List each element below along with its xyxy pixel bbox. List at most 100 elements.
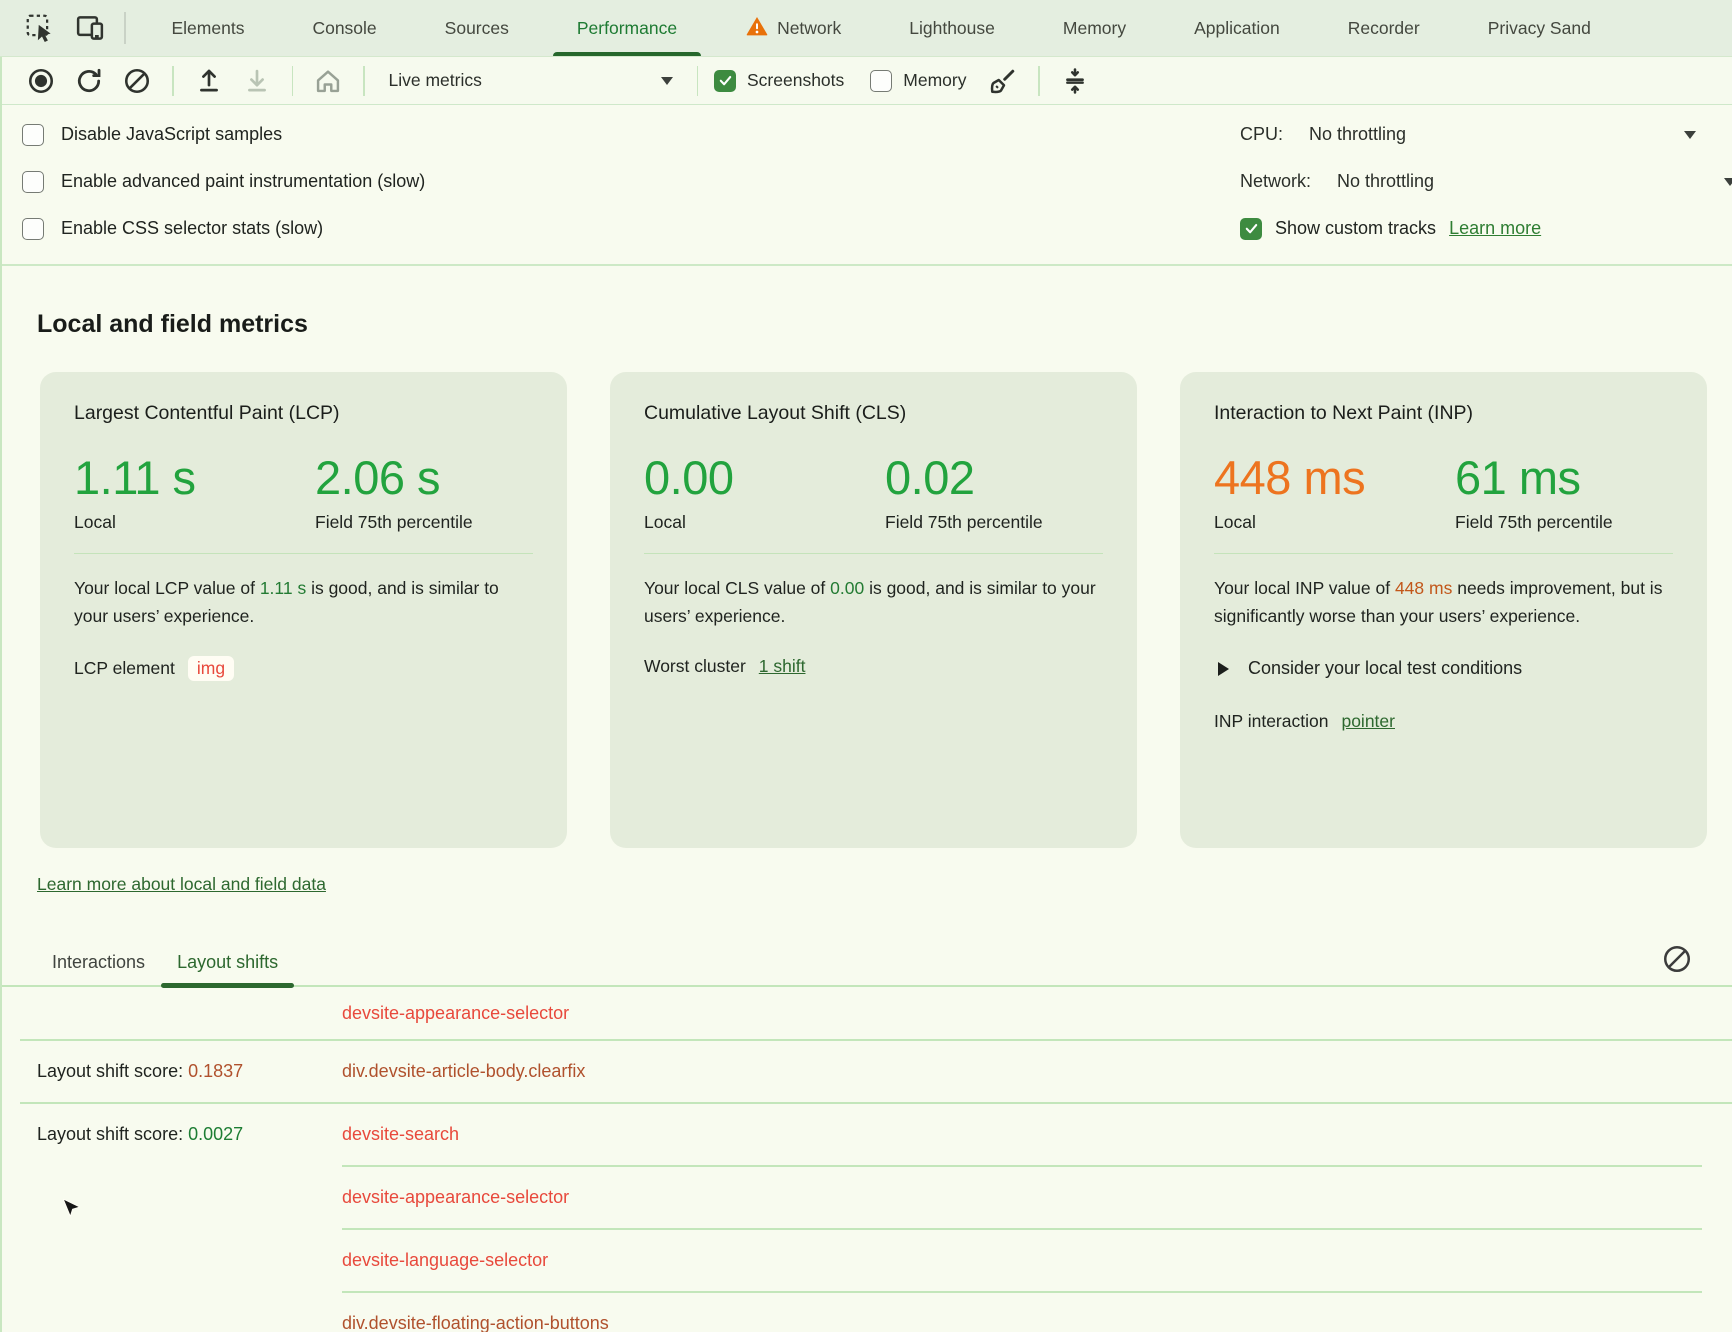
tab-elements[interactable]: Elements <box>138 0 279 56</box>
shift-element-link[interactable]: devsite-appearance-selector <box>342 1002 570 1023</box>
shift-element-link[interactable]: devsite-language-selector <box>342 1250 549 1270</box>
chevron-down-icon <box>1724 177 1732 186</box>
disable-js-samples-checkbox[interactable] <box>22 123 44 146</box>
screenshots-toggle[interactable]: Screenshots <box>714 69 844 92</box>
device-toolbar-icon[interactable] <box>72 10 108 46</box>
inp-field-value: 61 ms <box>1455 451 1581 504</box>
layout-shift-row: Layout shift score: 0.1837 div.devsite-a… <box>37 1061 586 1081</box>
local-test-conditions-expander[interactable]: Consider your local test conditions <box>1214 658 1673 679</box>
lcp-element-node-link[interactable]: img <box>187 656 235 682</box>
worst-cluster-label: Worst cluster <box>644 656 746 677</box>
shift-score: 0.1837 <box>188 1061 244 1081</box>
tab-performance[interactable]: Performance <box>543 0 711 56</box>
capture-settings-left: Disable JavaScript samples Enable advanc… <box>2 111 425 252</box>
learn-more-link[interactable]: Learn more <box>1449 218 1542 238</box>
row-divider <box>20 1102 1732 1104</box>
css-selector-stats-checkbox[interactable] <box>22 217 44 240</box>
performance-toolbar: Live metrics Screenshots Memory <box>2 57 1732 105</box>
metrics-heading: Local and field metrics <box>37 310 308 338</box>
reload-record-icon[interactable] <box>70 62 108 100</box>
lcp-card: Largest Contentful Paint (LCP) 1.11 s Lo… <box>40 372 567 848</box>
inp-description: Your local INP value of 448 ms needs imp… <box>1214 578 1663 627</box>
log-tabs: Interactions Layout shifts <box>2 943 1732 988</box>
gc-broom-icon[interactable] <box>984 62 1022 100</box>
tab-application[interactable]: Application <box>1160 0 1314 56</box>
card-divider <box>644 552 1103 555</box>
shift-element-link[interactable]: devsite-appearance-selector <box>342 1187 570 1207</box>
toolbar-separator <box>363 65 365 96</box>
devtools-tabbar: Elements Console Sources Performance Net… <box>0 0 1732 57</box>
collapse-icon[interactable] <box>1056 62 1094 100</box>
metric-cards: Largest Contentful Paint (LCP) 1.11 s Lo… <box>40 372 1707 848</box>
tab-lighthouse[interactable]: Lighthouse <box>875 0 1029 56</box>
tab-sources[interactable]: Sources <box>411 0 543 56</box>
lcp-element-label: LCP element <box>74 658 175 679</box>
lcp-card-title: Largest Contentful Paint (LCP) <box>74 402 340 424</box>
cls-card: Cumulative Layout Shift (CLS) 0.00 Local… <box>610 372 1137 848</box>
tabbar-separator <box>124 12 126 44</box>
layout-shift-row: devsite-language-selector <box>2 1230 1732 1291</box>
cls-local-value: 0.00 <box>644 451 734 504</box>
inp-interaction-link[interactable]: pointer <box>1341 711 1395 732</box>
expander-triangle-icon <box>1218 661 1229 676</box>
memory-checkbox[interactable] <box>870 69 893 92</box>
worst-cluster-link[interactable]: 1 shift <box>758 656 806 677</box>
tab-console[interactable]: Console <box>278 0 410 56</box>
network-throttling-select[interactable]: Network: No throttling <box>1240 158 1732 205</box>
lcp-field-value: 2.06 s <box>315 451 441 504</box>
live-metrics-log: Interactions Layout shifts devsite-appea… <box>2 945 1732 1332</box>
advanced-paint-checkbox[interactable] <box>22 170 44 193</box>
live-metrics-view: Local and field metrics Largest Contentf… <box>2 266 1732 1332</box>
history-dropdown[interactable]: Live metrics <box>381 70 681 91</box>
cpu-throttling-select[interactable]: CPU: No throttling <box>1240 111 1732 158</box>
card-divider <box>74 552 533 555</box>
chevron-down-icon <box>660 76 673 85</box>
tab-interactions[interactable]: Interactions <box>36 952 161 985</box>
shift-element-link[interactable]: devsite-search <box>342 1124 460 1144</box>
layout-shift-row: devsite-appearance-selector <box>2 987 1732 1039</box>
tabbar-icon-group <box>0 0 108 56</box>
inp-local-value: 448 ms <box>1214 451 1366 504</box>
upload-profile-icon[interactable] <box>190 62 228 100</box>
layout-shift-row: div.devsite-floating-action-buttons <box>2 1293 1732 1332</box>
toolbar-separator <box>291 65 293 96</box>
shift-element-link[interactable]: div.devsite-article-body.clearfix <box>342 1061 586 1081</box>
tab-layout-shifts[interactable]: Layout shifts <box>161 952 295 988</box>
screenshots-checkbox[interactable] <box>714 69 736 92</box>
advanced-paint-row[interactable]: Enable advanced paint instrumentation (s… <box>22 158 425 205</box>
home-icon[interactable] <box>309 62 347 100</box>
inspect-element-icon[interactable] <box>22 10 58 46</box>
show-custom-tracks-row[interactable]: Show custom tracks Learn more <box>1240 205 1732 252</box>
clear-log-icon[interactable] <box>1660 943 1694 977</box>
card-divider <box>1214 552 1673 555</box>
toolbar-separator <box>172 65 174 96</box>
clear-icon[interactable] <box>118 62 156 100</box>
row-divider <box>342 1291 1702 1293</box>
css-selector-stats-row[interactable]: Enable CSS selector stats (slow) <box>22 205 425 252</box>
panel-tabs: Elements Console Sources Performance Net… <box>138 0 1625 56</box>
panel-body: Live metrics Screenshots Memory <box>0 57 1732 1332</box>
row-divider <box>342 1228 1702 1230</box>
warning-icon <box>745 14 769 43</box>
shift-element-link[interactable]: div.devsite-floating-action-buttons <box>342 1313 609 1332</box>
disable-js-samples-row[interactable]: Disable JavaScript samples <box>22 111 425 158</box>
memory-toggle[interactable]: Memory <box>870 69 966 92</box>
tab-privacy-sandbox[interactable]: Privacy Sand <box>1454 0 1625 56</box>
record-icon[interactable] <box>22 62 60 100</box>
learn-more-local-field-link[interactable]: Learn more about local and field data <box>37 874 326 894</box>
inp-card: Interaction to Next Paint (INP) 448 ms L… <box>1180 372 1707 848</box>
tab-recorder[interactable]: Recorder <box>1314 0 1454 56</box>
cls-card-title: Cumulative Layout Shift (CLS) <box>644 402 907 424</box>
lcp-description: Your local LCP value of 1.11 s is good, … <box>74 578 499 627</box>
show-custom-tracks-checkbox[interactable] <box>1240 217 1262 240</box>
toolbar-separator <box>696 65 698 96</box>
download-profile-icon[interactable] <box>238 62 276 100</box>
layout-shift-row: Layout shift score: 0.0027 devsite-searc… <box>37 1124 460 1144</box>
tab-memory[interactable]: Memory <box>1029 0 1160 56</box>
layout-shift-row: devsite-appearance-selector <box>2 1167 1732 1228</box>
lcp-local-value: 1.11 s <box>74 451 196 504</box>
tab-network[interactable]: Network <box>711 0 875 56</box>
chevron-down-icon <box>1684 130 1696 139</box>
cls-description: Your local CLS value of 0.00 is good, an… <box>644 578 1096 627</box>
